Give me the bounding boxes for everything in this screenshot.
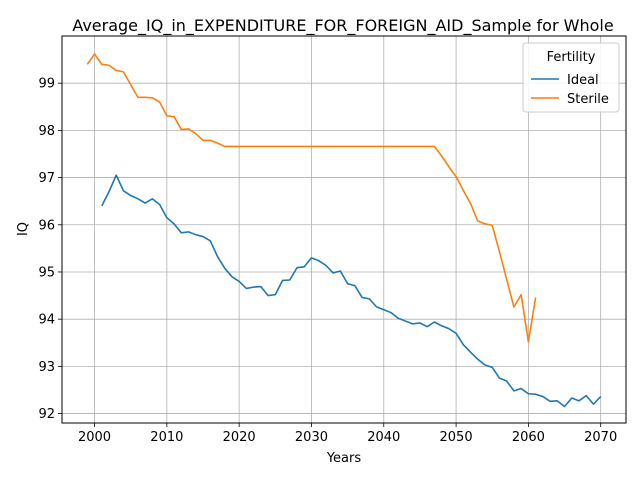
series-line-sterile	[86, 53, 537, 343]
x-tick-label: 2040	[367, 430, 400, 445]
x-tick-label: 2000	[78, 430, 111, 445]
legend-box	[522, 42, 620, 113]
x-tick-label: 2050	[440, 430, 473, 445]
y-tick-label: 93	[38, 360, 55, 375]
y-tick-label: 92	[38, 407, 55, 422]
x-tick-label: 2020	[223, 430, 256, 445]
y-tick-label: 94	[38, 313, 55, 328]
y-tick-label: 99	[38, 77, 55, 92]
y-tick-label: 95	[38, 265, 55, 280]
legend-label-sterile: Sterile	[567, 92, 609, 107]
series-lines	[86, 53, 602, 408]
x-axis-title: Years	[326, 451, 362, 466]
x-tick-label: 2060	[512, 430, 545, 445]
y-tick-label: 97	[38, 171, 55, 186]
chart-title: Average_IQ_in_EXPENDITURE_FOR_FOREIGN_AI…	[72, 16, 613, 36]
y-axis-title: IQ	[16, 222, 31, 236]
plot-frame	[61, 35, 627, 424]
x-tick-label: 2070	[584, 430, 617, 445]
series-line-ideal	[101, 174, 602, 408]
y-tick-label: 98	[38, 124, 55, 139]
legend-label-ideal: Ideal	[567, 73, 599, 88]
axis-ticks: 2000 2010 2020 2030 2040 2050 2060 2070 92 93 94 95…	[38, 77, 617, 445]
legend: Fertility Ideal Sterile	[522, 42, 620, 113]
x-tick-label: 2030	[295, 430, 328, 445]
x-tick-label: 2010	[150, 430, 183, 445]
y-tick-label: 96	[38, 218, 55, 233]
legend-title: Fertility	[547, 50, 596, 65]
